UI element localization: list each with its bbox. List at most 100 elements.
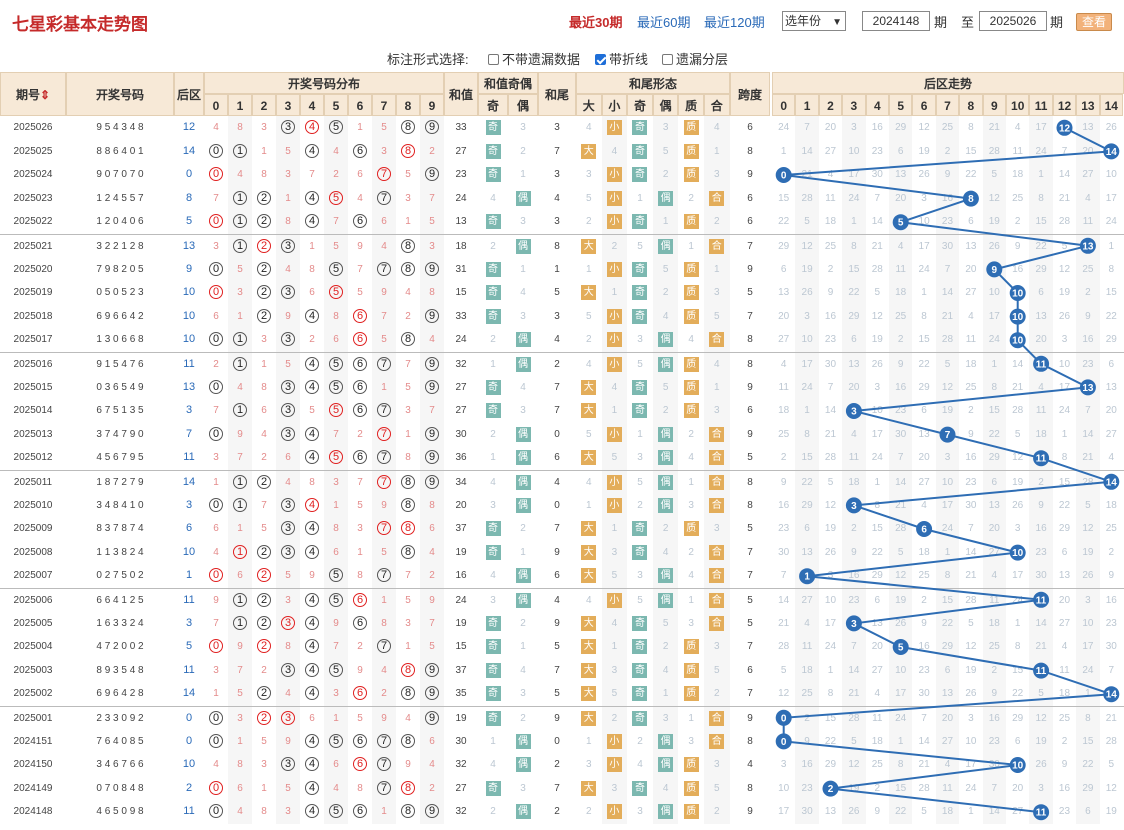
tail-form-tag: 奇 — [632, 379, 648, 395]
back-trend-cell: 21 — [1053, 187, 1076, 211]
back-miss: 16 — [848, 570, 860, 582]
oddeven-tag: 偶 — [515, 568, 531, 584]
dist-miss: 6 — [357, 169, 363, 181]
back-miss: 25 — [1012, 192, 1024, 204]
dist-ball: 0 — [209, 426, 223, 441]
recent-120-button[interactable]: 最近120期 — [704, 15, 765, 30]
recent-30-button[interactable]: 最近30期 — [569, 15, 623, 30]
dist-miss: 5 — [285, 359, 291, 370]
back-miss: 14 — [1058, 169, 1071, 181]
tail-form-cell: 1 — [704, 139, 730, 164]
back-trend-ball: 11 — [1033, 804, 1050, 821]
dist-cell: 3 — [276, 493, 300, 518]
year-select[interactable]: 选年份 ▼ — [782, 11, 846, 31]
dist-cell: 4 — [204, 541, 228, 565]
back-trend-cell: 3 — [842, 116, 866, 140]
span-cell: 9 — [747, 263, 753, 275]
oddeven-tag: 奇 — [485, 285, 501, 301]
tail-form-cell: 5 — [652, 375, 679, 400]
back-trend-cell: 27 — [772, 328, 795, 352]
checkbox-checked-icon[interactable] — [595, 54, 606, 65]
option-no-miss[interactable]: 不带遗漏数据 — [488, 49, 580, 68]
back-cell: 0 — [185, 168, 193, 181]
from-period-input[interactable]: 2024148 — [862, 11, 930, 31]
back-miss: 9 — [1038, 499, 1044, 511]
back-trend-cell: 15 — [842, 257, 866, 282]
tail-form-tag: 大 — [581, 568, 597, 584]
dist-cell: 9 — [420, 353, 444, 377]
dist-miss: 5 — [309, 405, 315, 417]
back-trend-cell: 21 — [795, 163, 819, 187]
dist-ball: 1 — [233, 544, 247, 559]
tail-form-cell: 2 — [576, 328, 602, 352]
period-cell: 2025018 — [13, 310, 53, 322]
back-trend-cell: 8 — [912, 305, 935, 329]
sort-icon[interactable]: ⇕ — [39, 88, 51, 102]
option-polyline[interactable]: 带折线 — [595, 49, 648, 68]
option-miss-layer[interactable]: 遗漏分层 — [662, 49, 728, 68]
back-trend-cell: 15 — [982, 399, 1006, 423]
dist-cell: 4 — [300, 446, 324, 470]
svg-text:10: 10 — [1012, 761, 1024, 772]
checkbox-icon[interactable] — [488, 54, 499, 65]
dist-cell: 7 — [372, 564, 396, 588]
back-miss: 8 — [1061, 452, 1068, 464]
tail-form-miss: 1 — [714, 381, 720, 393]
dist-cell: 4 — [300, 210, 324, 234]
dist-ball: 9 — [425, 167, 439, 182]
header-numbers: 开奖号码 — [66, 72, 174, 116]
dist-cell: 3 — [204, 235, 228, 259]
span-cell: 8 — [747, 477, 753, 488]
dist-cell: 2 — [252, 446, 276, 470]
sum-cell: 27 — [455, 381, 467, 393]
dist-cell: 3 — [252, 116, 276, 140]
dist-cell: 8 — [252, 163, 276, 187]
dist-ball: 9 — [425, 308, 439, 323]
dist-ball: 9 — [425, 261, 439, 276]
chevron-down-icon: ▼ — [832, 17, 842, 28]
back-trend-cell: 25 — [1100, 517, 1123, 541]
back-trend-cell: 25 — [912, 564, 935, 588]
dist-ball: 8 — [401, 239, 415, 253]
tail-form-tag: 合 — [709, 593, 725, 608]
tail-form-cell: 3 — [704, 399, 730, 423]
oddeven-miss: 3 — [520, 216, 526, 228]
sum-odd-cell: 2 — [478, 328, 508, 352]
dist-cell: 3 — [276, 235, 300, 259]
dist-miss: 5 — [285, 570, 291, 582]
dist-ball: 4 — [305, 379, 319, 394]
period-cell: 2025015 — [13, 381, 53, 393]
tail-form-cell: 4 — [576, 116, 602, 140]
back-miss: 27 — [918, 477, 930, 488]
header-period[interactable]: 期号⇕ — [0, 72, 66, 116]
oddeven-tag: 偶 — [515, 475, 531, 490]
back-miss: 5 — [827, 477, 834, 488]
tail-form-tag: 质 — [683, 357, 699, 372]
tail-form-cell: 大 — [576, 376, 602, 400]
sum-even-cell: 偶 — [508, 187, 538, 211]
tail-form-tag: 合 — [709, 190, 725, 206]
dist-cell: 3 — [204, 446, 228, 470]
to-period-input[interactable]: 2025026 — [979, 11, 1047, 31]
dist-cell: 1 — [252, 353, 276, 377]
back-trend-ball: 3 — [845, 615, 862, 632]
back-trend-cell: 26 — [912, 163, 935, 187]
dist-ball: 1 — [233, 497, 247, 512]
svg-text:13: 13 — [1082, 383, 1094, 394]
numbers-cell: 3 4 8 4 1 0 — [96, 499, 144, 511]
checkbox-icon[interactable] — [662, 54, 673, 65]
tail-form-tag: 小 — [606, 593, 622, 608]
tail-form-cell: 小 — [601, 353, 628, 377]
back-miss: 22 — [988, 428, 1000, 440]
dist-ball: 4 — [305, 593, 319, 607]
recent-60-button[interactable]: 最近60期 — [637, 15, 691, 30]
dist-ball: 1 — [233, 593, 247, 607]
dist-miss: 9 — [237, 428, 243, 440]
back-miss: 4 — [827, 169, 834, 181]
view-button[interactable]: 查看 — [1076, 13, 1112, 31]
tail-form-cell: 3 — [601, 540, 628, 565]
back-miss: 11 — [1012, 145, 1023, 157]
oddeven-tag: 奇 — [485, 403, 501, 419]
back-miss: 18 — [965, 359, 977, 370]
oddeven-tag: 偶 — [515, 497, 531, 513]
